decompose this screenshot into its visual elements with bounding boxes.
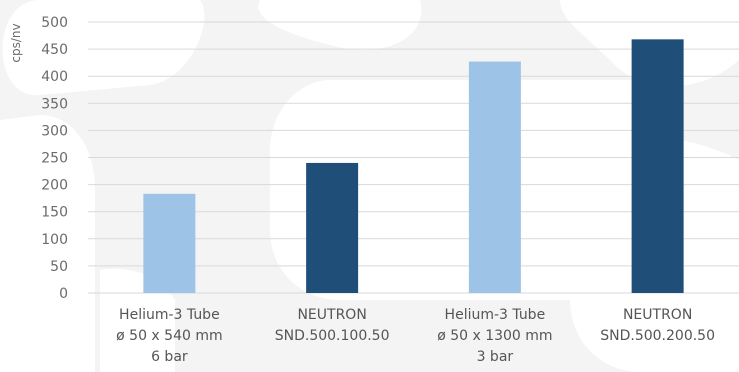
x-category-label-line: 3 bar bbox=[477, 349, 514, 365]
y-tick-label: 500 bbox=[41, 15, 68, 31]
y-tick-label: 300 bbox=[41, 123, 68, 139]
x-category-label-line: SND.500.200.50 bbox=[600, 328, 715, 344]
x-category-label-line: ø 50 x 1300 mm bbox=[437, 328, 552, 344]
x-category-label-line: ø 50 x 540 mm bbox=[116, 328, 222, 344]
x-category-label-line: NEUTRON bbox=[623, 307, 692, 323]
y-tick-label: 450 bbox=[41, 42, 68, 58]
x-axis-categories: Helium-3 Tube ø 50 x 540 mm 6 bar NEUTRON SN… bbox=[116, 307, 715, 365]
y-tick-label: 50 bbox=[50, 259, 68, 275]
x-category-label-line: NEUTRON bbox=[297, 307, 366, 323]
y-tick-label: 250 bbox=[41, 151, 68, 167]
watermark-shape bbox=[2, 0, 205, 96]
watermark-shape bbox=[0, 115, 95, 372]
y-axis-label: cps/nv bbox=[9, 23, 23, 62]
y-tick-label: 0 bbox=[59, 286, 68, 302]
watermark-shape bbox=[100, 268, 175, 372]
y-tick-label: 200 bbox=[41, 178, 68, 194]
bar bbox=[631, 39, 684, 294]
x-category-label: Helium-3 Tube ø 50 x 1300 mm 3 bar bbox=[437, 307, 552, 365]
y-tick-label: 350 bbox=[41, 96, 68, 112]
x-category-label: NEUTRON SND.500.200.50 bbox=[600, 307, 715, 344]
bars bbox=[143, 39, 684, 294]
y-tick-label: 400 bbox=[41, 69, 68, 85]
y-axis-ticks: 0 50 100 150 200 250 300 350 400 450 500 bbox=[41, 15, 68, 302]
x-category-label: NEUTRON SND.500.100.50 bbox=[275, 307, 390, 344]
x-category-label-line: 6 bar bbox=[151, 349, 188, 365]
x-category-label-line: Helium-3 Tube bbox=[445, 307, 546, 323]
x-category-label: Helium-3 Tube ø 50 x 540 mm 6 bar bbox=[116, 307, 222, 365]
y-tick-label: 150 bbox=[41, 205, 68, 221]
watermark-shape bbox=[258, 0, 422, 50]
gridlines bbox=[88, 21, 739, 294]
y-tick-label: 100 bbox=[41, 232, 68, 248]
x-category-label-line: SND.500.100.50 bbox=[275, 328, 390, 344]
watermark-shape bbox=[270, 80, 640, 300]
bar bbox=[143, 193, 196, 293]
x-category-label-line: Helium-3 Tube bbox=[119, 307, 220, 323]
bar bbox=[468, 61, 521, 293]
bar bbox=[306, 162, 359, 293]
